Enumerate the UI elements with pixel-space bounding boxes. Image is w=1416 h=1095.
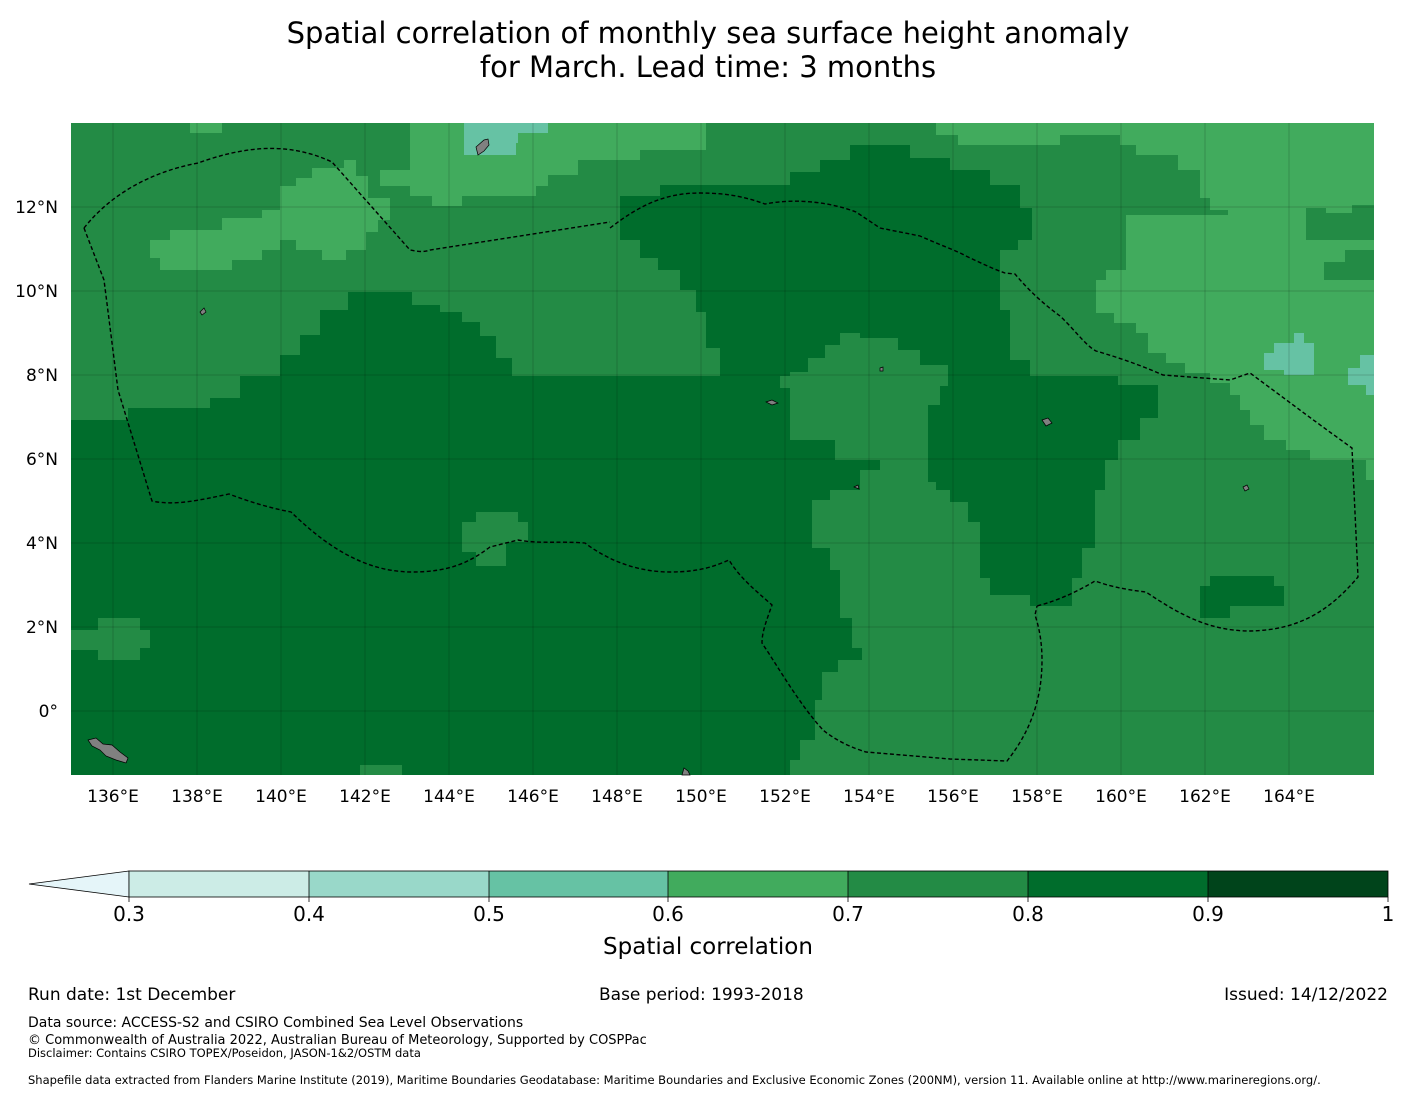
lon-tick-label: 136°E bbox=[87, 787, 139, 807]
island-guam bbox=[475, 138, 490, 156]
lat-tick-label: 4°N bbox=[26, 534, 58, 554]
colorbar-title: Spatial correlation bbox=[603, 934, 813, 960]
eez-boundary-north bbox=[609, 192, 1359, 632]
colorbar-ticks bbox=[128, 897, 1389, 902]
lat-tick-label: 6°N bbox=[26, 450, 58, 470]
colorbar-segment bbox=[489, 871, 668, 897]
issued-date: Issued: 14/12/2022 bbox=[1224, 985, 1388, 1005]
lon-tick-label: 156°E bbox=[927, 787, 979, 807]
colorbar-tick-label: 0.5 bbox=[473, 902, 505, 926]
zone-0-7-0-8-centre bbox=[462, 512, 528, 566]
eez-boundaries bbox=[83, 147, 1359, 762]
lon-tick-label: 148°E bbox=[591, 787, 643, 807]
colorbar-tick-label: 0.9 bbox=[1192, 902, 1224, 926]
lon-tick-label: 138°E bbox=[171, 787, 223, 807]
eez-boundary-west bbox=[83, 147, 611, 253]
lat-tick-label: 0° bbox=[39, 702, 58, 722]
colorbar-tick-label: 0.8 bbox=[1012, 902, 1044, 926]
island-nukuoro bbox=[853, 484, 860, 490]
colorbar-extend-arrow bbox=[28, 870, 130, 898]
lon-tick-label: 142°E bbox=[339, 787, 391, 807]
map-graticule bbox=[71, 123, 1374, 775]
land-masses bbox=[87, 138, 1250, 776]
colorbar-segment bbox=[129, 871, 309, 897]
zone-0-6-0-7-north-east bbox=[936, 123, 1374, 280]
lon-tick-label: 144°E bbox=[423, 787, 475, 807]
zone-0-5-0-6-far-east bbox=[1348, 355, 1374, 395]
eez-boundary-west-2 bbox=[83, 227, 1043, 762]
zone-0-6-0-7-north-top bbox=[190, 123, 222, 133]
base-period: Base period: 1993-2018 bbox=[599, 985, 804, 1005]
lon-tick-labels: 136°E 138°E 140°E 142°E 144°E 146°E 148°… bbox=[87, 787, 1315, 807]
zone-0-5-0-6-east bbox=[1264, 333, 1314, 375]
lat-tick-labels: 12°N 10°N 8°N 6°N 4°N 2°N 0° bbox=[15, 198, 58, 722]
colorbar-tick-label: 0.4 bbox=[293, 902, 325, 926]
island-new-guinea-coast bbox=[87, 737, 129, 764]
zone-0-8-0-9-north bbox=[620, 145, 1158, 606]
lat-tick-label: 2°N bbox=[26, 618, 58, 638]
lon-tick-label: 146°E bbox=[507, 787, 559, 807]
colorbar-segment bbox=[1208, 871, 1388, 897]
colorbar-segment bbox=[309, 871, 489, 897]
colorbar-tick-label: 0.6 bbox=[652, 902, 684, 926]
island-manus bbox=[681, 767, 691, 776]
lon-tick-label: 158°E bbox=[1011, 787, 1063, 807]
zone-0-7-0-8-bottom bbox=[360, 765, 402, 775]
colorbar-outline bbox=[128, 870, 1389, 898]
copyright-notice: © Commonwealth of Australia 2022, Austra… bbox=[28, 1033, 647, 1048]
zone-0-6-0-7-north-west bbox=[150, 160, 390, 270]
shapefile-credit: Shapefile data extracted from Flanders M… bbox=[28, 1073, 1321, 1087]
lon-tick-label: 150°E bbox=[675, 787, 727, 807]
lon-tick-label: 152°E bbox=[759, 787, 811, 807]
lon-tick-label: 154°E bbox=[843, 787, 895, 807]
island-chuuk bbox=[765, 399, 779, 406]
lat-tick-label: 10°N bbox=[15, 282, 58, 302]
data-source: Data source: ACCESS-S2 and CSIRO Combine… bbox=[28, 1015, 524, 1031]
zone-0-7-0-8-south-west bbox=[71, 618, 150, 660]
lon-tick-label: 164°E bbox=[1263, 787, 1315, 807]
colorbar: 0.3 0.4 0.5 0.6 0.7 0.8 0.9 1 Spatial co… bbox=[28, 870, 1395, 960]
lon-tick-label: 140°E bbox=[255, 787, 307, 807]
island-kosrae bbox=[1242, 484, 1250, 492]
chart-title-line-1: Spatial correlation of monthly sea surfa… bbox=[286, 16, 1130, 50]
lon-tick-label: 160°E bbox=[1095, 787, 1147, 807]
colorbar-segment bbox=[848, 871, 1028, 897]
island-yap bbox=[199, 307, 207, 316]
island-mokil bbox=[879, 366, 884, 372]
map-plot-area bbox=[71, 123, 1374, 776]
colorbar-tick-label: 0.7 bbox=[832, 902, 864, 926]
colorbar-dividers bbox=[308, 871, 1209, 897]
colorbar-tick-label: 0.3 bbox=[113, 902, 145, 926]
lat-tick-label: 8°N bbox=[26, 366, 58, 386]
lat-tick-label: 12°N bbox=[15, 198, 58, 218]
zone-0-8-0-9-east-patch bbox=[1200, 576, 1284, 618]
island-pohnpei bbox=[1041, 417, 1053, 427]
lon-tick-label: 162°E bbox=[1179, 787, 1231, 807]
zone-0-6-0-7-north-centre bbox=[380, 123, 706, 206]
colorbar-segment bbox=[1028, 871, 1208, 897]
run-date: Run date: 1st December bbox=[28, 985, 236, 1005]
colorbar-tick-label: 1 bbox=[1382, 902, 1395, 926]
colorbar-segment bbox=[668, 871, 848, 897]
disclaimer: Disclaimer: Contains CSIRO TOPEX/Poseido… bbox=[28, 1046, 421, 1060]
chart-title-line-2: for March. Lead time: 3 months bbox=[479, 50, 937, 84]
